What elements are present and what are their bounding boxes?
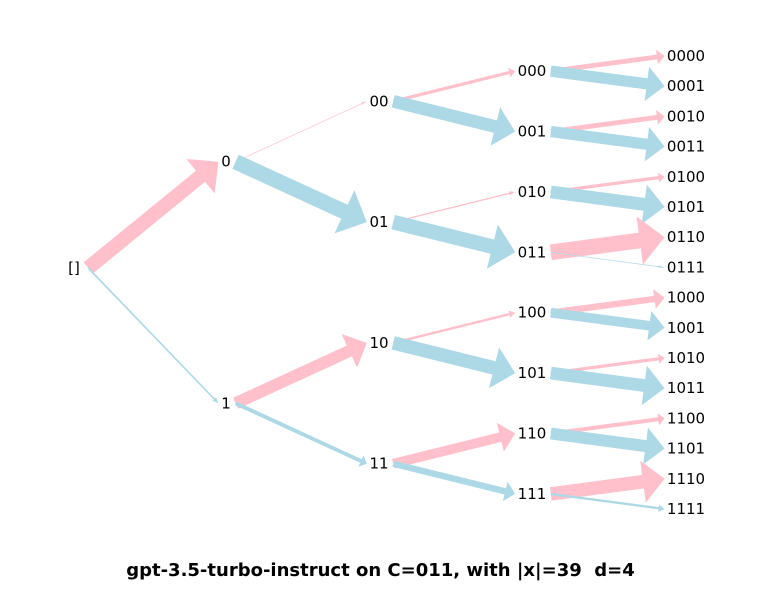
edge-001-to-0010 <box>550 110 665 134</box>
node-label-00: 00 <box>369 92 388 110</box>
edge-01-to-010 <box>393 191 516 223</box>
edge-010-to-0101 <box>550 184 665 224</box>
node-label-0011: 0011 <box>667 138 705 156</box>
edge-001-to-0011 <box>550 125 665 162</box>
figure-caption: gpt-3.5-turbo-instruct on C=011, with |x… <box>126 560 635 581</box>
edge-10-to-101 <box>391 336 516 389</box>
node-label-root: [] <box>68 259 80 277</box>
edge-111-to-1110 <box>549 460 665 503</box>
edge-010-to-0100 <box>550 172 665 194</box>
edge-011-to-0111 <box>550 252 665 268</box>
node-label-1011: 1011 <box>667 379 705 397</box>
node-label-0100: 0100 <box>667 168 705 186</box>
edge-000-to-0000 <box>550 49 665 74</box>
node-label-100: 100 <box>518 304 547 322</box>
node-label-1001: 1001 <box>667 319 705 337</box>
node-label-0010: 0010 <box>667 107 705 125</box>
edge-11-to-110 <box>392 422 516 469</box>
edge-110-to-1101 <box>550 427 665 465</box>
node-label-1: 1 <box>221 394 231 412</box>
node-label-1111: 1111 <box>667 500 705 518</box>
node-label-10: 10 <box>369 334 388 352</box>
node-label-0111: 0111 <box>667 258 705 276</box>
edge-11-to-111 <box>392 460 516 502</box>
node-label-1110: 1110 <box>667 470 705 488</box>
edge-111-to-1111 <box>550 492 665 512</box>
edge-10-to-100 <box>392 310 516 345</box>
edge-00-to-001 <box>391 95 516 146</box>
node-label-01: 01 <box>369 213 388 231</box>
edge-0-to-00 <box>235 101 367 162</box>
node-label-111: 111 <box>518 485 547 503</box>
edge-100-to-1001 <box>550 307 665 341</box>
edge-1-to-11 <box>234 401 367 467</box>
edge-101-to-1010 <box>550 353 665 375</box>
node-label-0: 0 <box>221 153 231 171</box>
node-label-000: 000 <box>518 62 547 80</box>
edge-00-to-000 <box>392 67 516 103</box>
edge-011-to-0110 <box>549 216 665 265</box>
edge-100-to-1000 <box>550 289 665 316</box>
node-label-0001: 0001 <box>667 77 705 95</box>
edge-root-to-0 <box>83 159 219 274</box>
node-label-011: 011 <box>518 243 547 261</box>
edge-110-to-1100 <box>550 413 665 436</box>
node-label-1010: 1010 <box>667 349 705 367</box>
node-label-11: 11 <box>369 455 388 473</box>
node-label-0000: 0000 <box>667 47 705 65</box>
node-label-110: 110 <box>518 425 547 443</box>
edge-0-to-01 <box>232 154 367 234</box>
node-label-1100: 1100 <box>667 409 705 427</box>
node-label-1101: 1101 <box>667 440 705 458</box>
edge-000-to-0001 <box>550 65 665 102</box>
node-label-0101: 0101 <box>667 198 705 216</box>
node-label-001: 001 <box>518 123 547 141</box>
labels-layer: []01000110110000010100111001011101110000… <box>68 47 705 518</box>
edge-101-to-1011 <box>550 365 665 406</box>
edge-root-to-1 <box>87 267 219 404</box>
node-label-010: 010 <box>518 183 547 201</box>
node-label-101: 101 <box>518 364 547 382</box>
node-label-0110: 0110 <box>667 228 705 246</box>
node-label-1000: 1000 <box>667 289 705 307</box>
edges-layer <box>83 49 665 512</box>
edge-1-to-10 <box>233 334 367 409</box>
edge-01-to-011 <box>391 215 516 269</box>
